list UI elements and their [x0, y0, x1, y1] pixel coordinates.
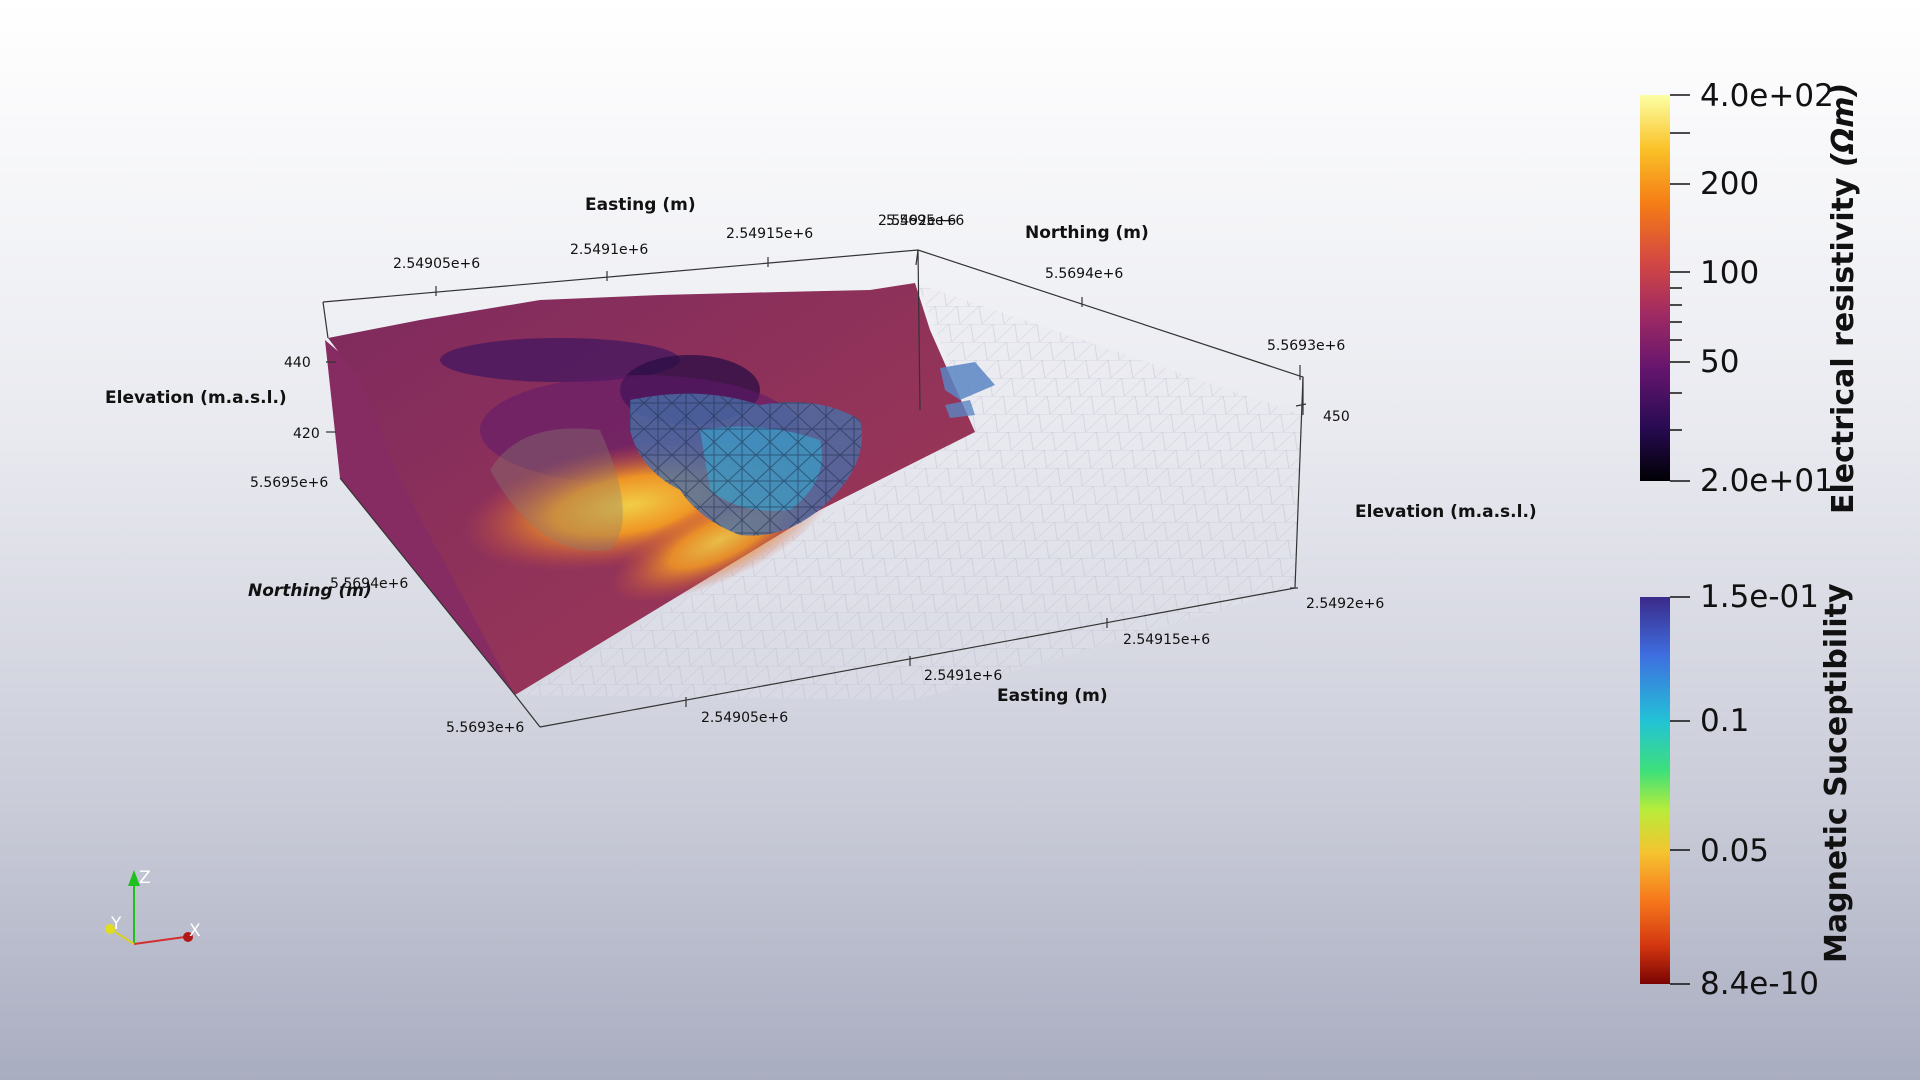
susceptibility-colorbar-title: Magnetic Suceptibility: [1819, 583, 1854, 963]
bottom-easting-tick: 2.54905e+6: [701, 710, 788, 726]
x-axis-label: X: [189, 921, 201, 941]
top-easting-tick: 2.5491e+6: [570, 242, 648, 258]
top-northing-tick: 5.5693e+6: [1267, 338, 1345, 354]
resistivity-colorbar-gradient: [1640, 95, 1670, 481]
right-elevation-title: Elevation (m.a.s.l.): [1355, 502, 1537, 522]
left-elevation-tick: 420: [293, 426, 320, 442]
bottom-easting-tick: 2.5492e+6: [1306, 596, 1384, 612]
bottom-easting-title: Easting (m): [997, 686, 1108, 706]
top-northing-tick: 5.5694e+6: [1045, 266, 1123, 282]
z-axis-label: Z: [139, 868, 151, 888]
left-northing-tick: 5.5695e+6: [250, 475, 328, 491]
susceptibility-tick-label: 0.1: [1700, 703, 1749, 739]
top-northing-title: Northing (m): [1025, 223, 1149, 243]
susceptibility-colorbar-gradient: [1640, 597, 1670, 984]
susceptibility-body: [630, 362, 995, 536]
top-easting-tick: 2.5492e+6: [878, 213, 956, 229]
susceptibility-tick-label: 1.5e-01: [1700, 579, 1819, 615]
resistivity-colorbar-title: Electrical resistivity (Ωm): [1826, 83, 1861, 514]
resistivity-unit: (Ωm): [1826, 83, 1861, 167]
bottom-easting-tick: 2.54915e+6: [1123, 632, 1210, 648]
bottom-easting-tick: 2.5491e+6: [924, 668, 1002, 684]
x-axis-cone: [183, 932, 193, 942]
resistivity-tick-label: 200: [1700, 166, 1759, 202]
bounding-box: [322, 249, 1304, 728]
resistivity-tick-label: 50: [1700, 344, 1739, 380]
top-easting-tick: 2.54915e+6: [726, 226, 813, 242]
left-northing-tick: 5.5694e+6: [330, 576, 408, 592]
resistivity-surface: [325, 283, 975, 695]
left-elevation-tick: 440: [284, 355, 311, 371]
resistivity-tick-label: 4.0e+02: [1700, 78, 1834, 114]
resistivity-tick-label: 100: [1700, 255, 1759, 291]
axis-tick-marks: [326, 257, 1307, 707]
top-easting-title: Easting (m): [585, 195, 696, 215]
susceptibility-colorbar: 1.5e-01 0.1 0.05 8.4e-10 Magnetic Sucept…: [1640, 579, 1854, 1002]
y-axis-label: Y: [110, 914, 122, 934]
left-northing-title: Northing (m): [248, 581, 372, 601]
y-axis-cone: [105, 924, 115, 934]
orientation-axes-widget[interactable]: Z Y X: [105, 868, 201, 945]
resistivity-colorbar: 4.0e+02 200 100 50 2.0e+01 Electrical re…: [1640, 78, 1861, 514]
top-corner-northing-tick: 5.5695e+6: [886, 213, 964, 229]
left-elevation-title: Elevation (m.a.s.l.): [105, 388, 287, 408]
susceptibility-tick-label: 8.4e-10: [1700, 966, 1819, 1002]
top-easting-tick: 2.54905e+6: [393, 256, 480, 272]
transparent-mesh-region: [520, 284, 1303, 700]
right-elevation-tick: 450: [1323, 409, 1350, 425]
susceptibility-tick-label: 0.05: [1700, 833, 1769, 869]
z-axis-arrowhead: [128, 870, 140, 886]
left-northing-tick: 5.5693e+6: [446, 720, 524, 736]
resistivity-tick-label: 2.0e+01: [1700, 463, 1834, 499]
resistivity-title-text: Electrical resistivity: [1826, 177, 1861, 514]
